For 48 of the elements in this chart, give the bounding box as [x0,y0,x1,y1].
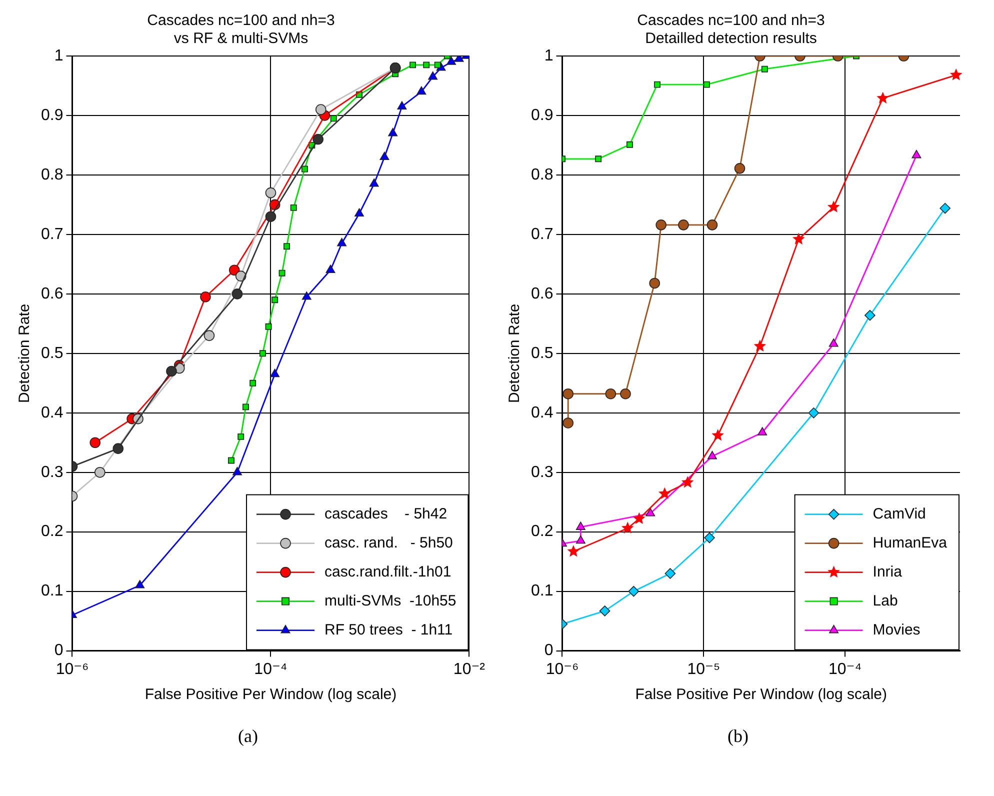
y-tick-label: 0.4 [530,404,554,422]
legend-label: cascades - 5h42 [324,505,448,522]
chart-title: Cascades nc=100 and nh=3 [147,12,335,30]
legend-label: Inria [872,563,903,580]
text: (a) [237,726,259,747]
y-tick-label: 0.3 [40,464,64,481]
text: (b) [726,726,750,747]
y-tick-label: 0.1 [530,582,554,600]
legend-label: casc. rand. - 5h50 [324,534,453,552]
y-axis-title: Detection Rate [16,304,34,404]
y-tick-label: 0.5 [530,344,554,362]
y-tick-label: 0.5 [40,344,64,362]
legend-label: RF 50 trees - 1h11 [324,621,453,638]
y-tick-label: 0.1 [40,582,64,600]
legend-label: HumanEva [872,534,948,552]
legend-label: casc.rand.filt.-1h01 [324,563,452,580]
x-tick-label: 10⁻² [453,660,486,678]
y-tick-label: 0.3 [530,464,554,481]
y-tick-label: 0.6 [530,285,554,302]
x-tick-label: 10⁻⁵ [687,660,720,678]
x-axis-title: False Positive Per Window (log scale) [635,686,888,704]
y-tick-label: 0.8 [530,166,554,184]
legend-label: Lab [872,592,898,610]
y-tick-label: 0.2 [40,523,64,540]
y-tick-label: 0.8 [40,166,64,184]
y-tick-label: 0.2 [530,523,554,540]
y-tick-label: 0.6 [40,285,64,302]
x-tick-label: 10⁻⁶ [546,660,579,678]
chart-subtitle: vs RF & multi-SVMs [174,30,308,48]
legend-label: multi-SVMs -10h55 [324,592,456,610]
y-axis-title: Detection Rate [506,304,524,404]
chart-title: Cascades nc=100 and nh=3 [637,12,825,30]
y-tick-label: 0.4 [40,404,64,422]
x-axis-title: False Positive Per Window (log scale) [144,686,397,704]
x-tick-label: 10⁻⁶ [56,660,89,678]
y-tick-label: 1 [544,47,554,64]
y-tick-label: 1 [54,47,64,64]
legend-label: CamVid [872,505,926,522]
x-tick-label: 10⁻⁴ [828,660,862,678]
legend-label: Movies [872,621,920,638]
y-tick-label: 0.7 [530,226,554,243]
y-tick-label: 0 [544,642,554,660]
y-tick-label: 0 [54,642,64,660]
y-tick-label: 0.9 [40,106,64,124]
y-tick-label: 0.7 [40,226,64,243]
x-tick-label: 10⁻⁴ [254,660,288,678]
chart-subtitle: Detailled detection results [645,30,817,48]
y-tick-label: 0.9 [530,106,554,124]
